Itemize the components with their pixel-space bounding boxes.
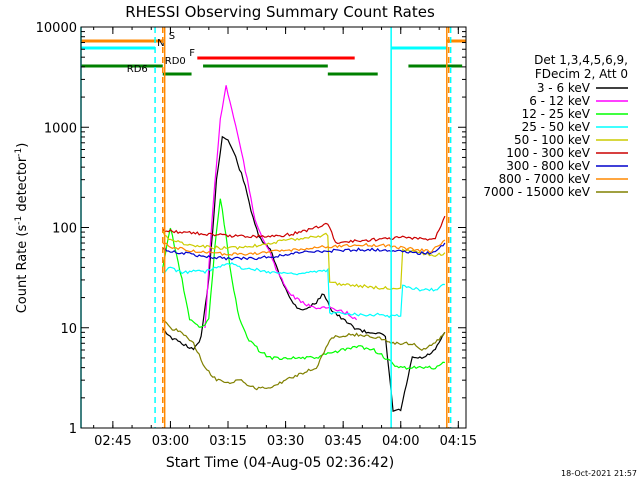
x-tick-label-4: 03:45: [324, 434, 361, 449]
legend-label-3: 25 - 50 keV: [522, 120, 591, 134]
legend-label-2: 12 - 25 keV: [522, 107, 591, 121]
y-axis-label-sup2: -1: [14, 148, 24, 157]
flag-label-rd6: RD6: [127, 64, 148, 75]
x-axis-label: Start Time (04-Aug-05 02:36:42): [166, 455, 394, 471]
x-tick-label-5: 04:00: [382, 434, 419, 449]
y-tick-label-3: 1000: [44, 121, 77, 136]
legend-label-8: 7000 - 15000 keV: [483, 185, 590, 199]
series-line-7: [162, 239, 446, 257]
x-tick-label-6: 04:15: [440, 434, 477, 449]
x-tick-label-1: 03:00: [152, 434, 189, 449]
series-lines: [162, 85, 446, 413]
legend-label-4: 50 - 100 keV: [514, 133, 591, 147]
legend-header-line1: Det 1,3,4,5,6,9,: [534, 53, 628, 67]
x-tick-label-2: 03:15: [209, 434, 246, 449]
series-line-8: [162, 319, 446, 391]
flag-label-s: S: [169, 31, 175, 42]
axes: 02:45 03:00 03:15 03:30 03:45 04:00 04:15 1 10 10…: [36, 21, 477, 449]
legend-header-line2: FDecim 2, Att 0: [535, 67, 628, 81]
series-line-5: [162, 215, 446, 245]
flag-label-rd0: RD0: [165, 56, 186, 67]
flag-label-n: N: [157, 38, 164, 49]
x-tick-label-3: 03:30: [267, 434, 304, 449]
series-line-3: [162, 262, 445, 319]
series-line-4: [162, 230, 446, 290]
y-axis-label-mid: detector: [15, 156, 30, 216]
y-axis-label: Count Rate (s-1 detector-1): [14, 143, 30, 314]
legend-label-5: 100 - 300 keV: [506, 146, 590, 160]
y-axis-label-sup1: -1: [14, 216, 24, 225]
series-line-2: [162, 198, 445, 370]
y-tick-label-4: 10000: [36, 21, 77, 36]
y-axis-label-end: ): [15, 143, 30, 148]
chart-title: RHESSI Observing Summary Count Rates: [125, 3, 435, 21]
legend-label-0: 3 - 6 keV: [537, 81, 591, 95]
y-tick-label-1: 10: [60, 322, 77, 337]
legend-label-1: 6 - 12 keV: [529, 94, 591, 108]
x-tick-label-0: 02:45: [94, 434, 131, 449]
series-line-1: [204, 85, 358, 329]
y-tick-label-0: 1: [69, 422, 77, 437]
series-line-0: [162, 135, 446, 413]
series-line-6: [162, 242, 446, 261]
y-axis-label-main: Count Rate (s: [15, 225, 30, 314]
legend-label-7: 800 - 7000 keV: [499, 172, 591, 186]
legend-label-6: 300 - 800 keV: [506, 159, 590, 173]
vertical-markers: [80, 27, 452, 428]
flag-label-f: F: [189, 48, 195, 59]
legend: Det 1,3,4,5,6,9, FDecim 2, Att 0 3 - 6 k…: [483, 53, 628, 199]
timestamp: 18-Oct-2021 21:57: [561, 469, 637, 478]
y-tick-label-2: 100: [52, 222, 77, 237]
